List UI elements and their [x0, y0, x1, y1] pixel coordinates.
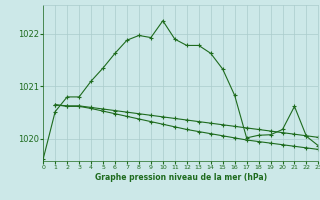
X-axis label: Graphe pression niveau de la mer (hPa): Graphe pression niveau de la mer (hPa): [95, 173, 267, 182]
